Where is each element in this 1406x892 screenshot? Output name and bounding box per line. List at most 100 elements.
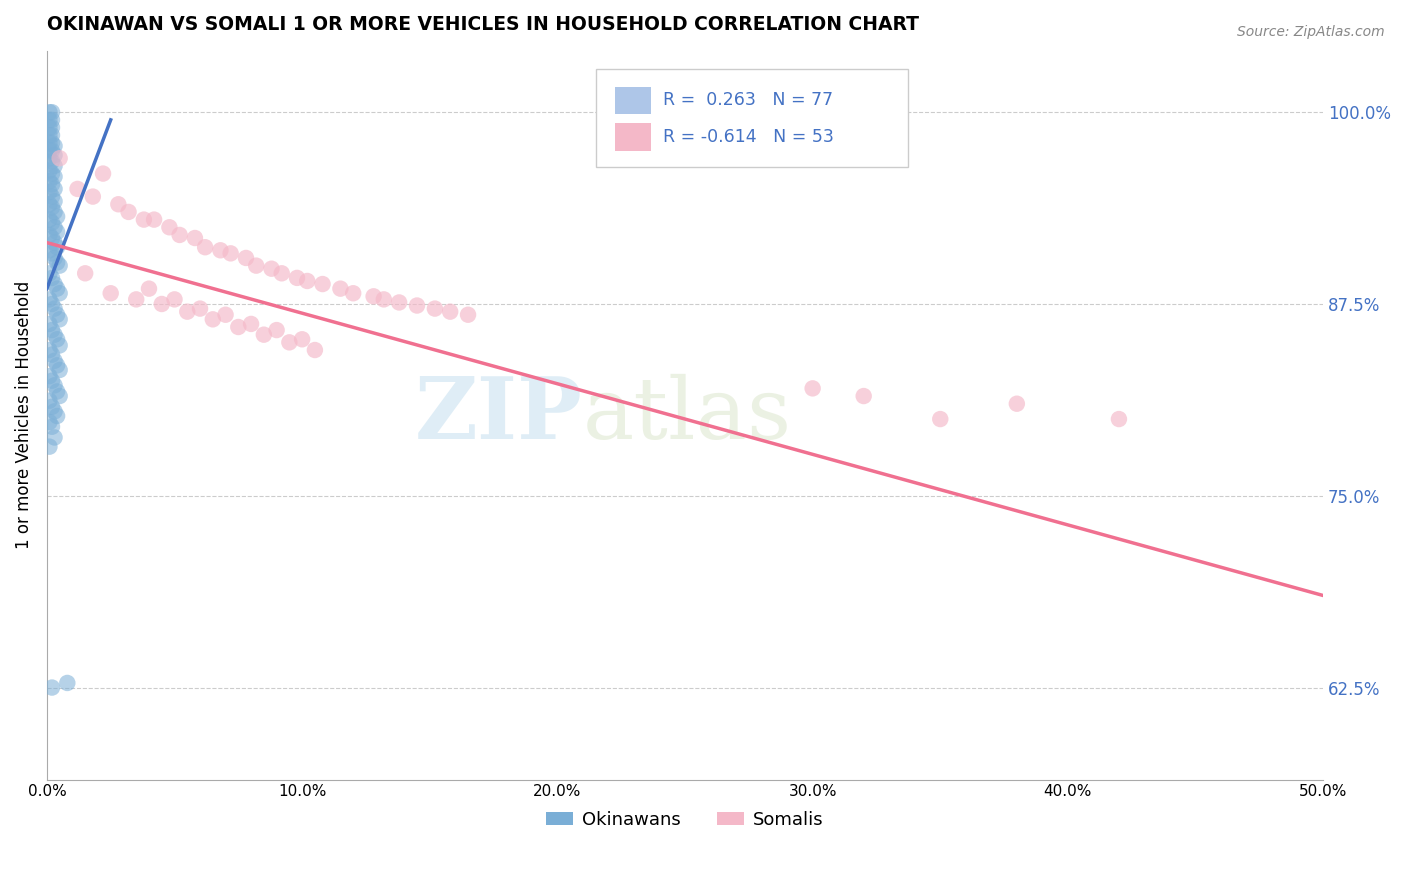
Point xyxy=(38,393,60,408)
Point xyxy=(41,271,63,285)
Bar xyxy=(614,87,651,114)
Text: atlas: atlas xyxy=(583,374,792,457)
Point xyxy=(801,381,824,395)
Point xyxy=(38,185,60,199)
Point xyxy=(38,197,60,211)
Point xyxy=(270,266,292,280)
Point xyxy=(41,374,63,388)
Point xyxy=(41,216,63,230)
Point xyxy=(107,197,129,211)
Point xyxy=(41,200,63,214)
Point xyxy=(38,144,60,158)
Point xyxy=(75,266,97,280)
Point xyxy=(44,235,66,250)
Point xyxy=(278,335,301,350)
Point xyxy=(46,308,69,322)
Point xyxy=(48,286,70,301)
Point xyxy=(44,182,66,196)
Point xyxy=(209,244,232,258)
Point xyxy=(240,317,263,331)
Point xyxy=(117,205,139,219)
Point xyxy=(169,227,191,242)
Point xyxy=(157,220,180,235)
Point xyxy=(329,282,352,296)
Point xyxy=(44,139,66,153)
Point xyxy=(311,277,333,291)
Point xyxy=(38,415,60,429)
Point xyxy=(41,154,63,169)
Point xyxy=(201,312,224,326)
Point xyxy=(44,169,66,184)
Point xyxy=(1005,397,1028,411)
Point xyxy=(373,293,395,307)
Point xyxy=(38,112,60,127)
Point xyxy=(228,320,250,334)
Point xyxy=(235,251,257,265)
Text: OKINAWAN VS SOMALI 1 OR MORE VEHICLES IN HOUSEHOLD CORRELATION CHART: OKINAWAN VS SOMALI 1 OR MORE VEHICLES IN… xyxy=(46,15,920,34)
Point xyxy=(852,389,875,403)
Point xyxy=(38,227,60,242)
Point xyxy=(46,384,69,399)
Point xyxy=(48,363,70,377)
Point xyxy=(38,317,60,331)
Point xyxy=(150,297,173,311)
Point xyxy=(219,246,242,260)
Point xyxy=(44,277,66,291)
Point xyxy=(44,148,66,162)
Point xyxy=(38,266,60,280)
Y-axis label: 1 or more Vehicles in Household: 1 or more Vehicles in Household xyxy=(15,281,32,549)
Text: R =  0.263   N = 77: R = 0.263 N = 77 xyxy=(664,91,834,110)
Point xyxy=(439,304,461,318)
Point xyxy=(91,167,114,181)
Point xyxy=(38,212,60,227)
Point xyxy=(38,174,60,188)
Legend: Okinawans, Somalis: Okinawans, Somalis xyxy=(538,804,831,836)
Point xyxy=(46,332,69,346)
Point xyxy=(929,412,952,426)
Point xyxy=(253,327,276,342)
Point xyxy=(46,359,69,373)
Point xyxy=(46,210,69,224)
Point xyxy=(41,681,63,695)
Point xyxy=(1108,412,1130,426)
Point xyxy=(38,440,60,454)
Bar xyxy=(614,123,651,151)
Point xyxy=(41,246,63,260)
Point xyxy=(41,128,63,143)
Point xyxy=(44,301,66,316)
Point xyxy=(46,409,69,423)
Point xyxy=(44,220,66,235)
Point xyxy=(38,293,60,307)
Point xyxy=(38,343,60,357)
Point xyxy=(457,308,479,322)
Point xyxy=(38,128,60,143)
Point xyxy=(260,261,283,276)
Point xyxy=(48,389,70,403)
Point xyxy=(41,167,63,181)
Point xyxy=(41,323,63,337)
Point xyxy=(46,225,69,239)
Point xyxy=(214,308,236,322)
Point xyxy=(291,332,314,346)
Point xyxy=(48,151,70,165)
Point xyxy=(46,240,69,254)
Point xyxy=(138,282,160,296)
Point xyxy=(41,419,63,434)
Point xyxy=(44,159,66,173)
Point xyxy=(41,178,63,192)
Point xyxy=(44,327,66,342)
Point xyxy=(48,312,70,326)
Point xyxy=(44,194,66,209)
Point xyxy=(44,378,66,392)
Point xyxy=(38,151,60,165)
Point xyxy=(44,205,66,219)
Point xyxy=(41,297,63,311)
Point xyxy=(245,259,267,273)
Point xyxy=(46,255,69,269)
Point xyxy=(38,105,60,120)
Point xyxy=(406,299,429,313)
Point xyxy=(188,301,211,316)
Point xyxy=(48,259,70,273)
Point xyxy=(100,286,122,301)
Point xyxy=(41,231,63,245)
